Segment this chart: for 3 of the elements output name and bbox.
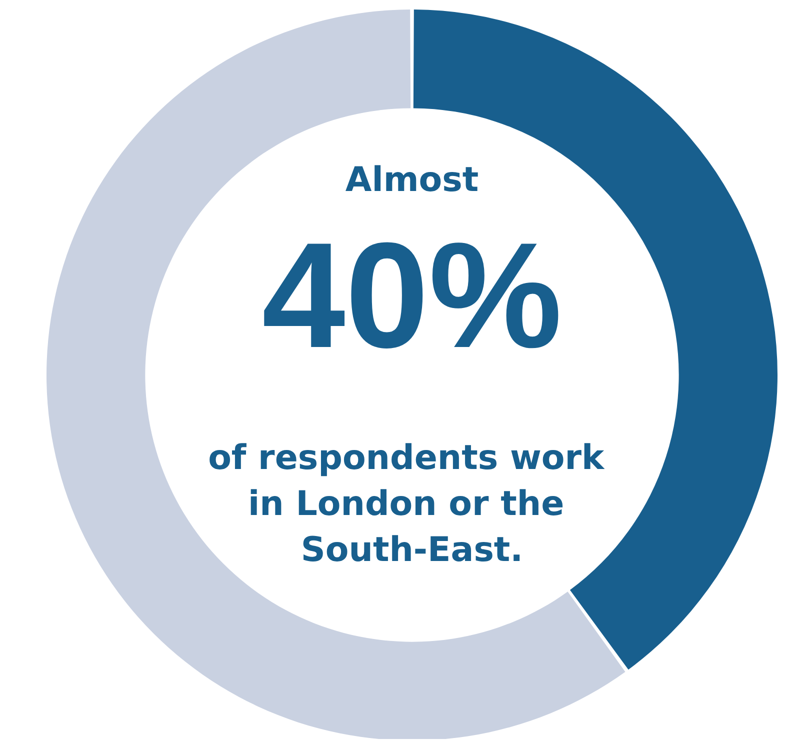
text: Almost bbox=[345, 160, 479, 200]
text: of respondents work in London or the South-East. bbox=[208, 438, 616, 570]
text: 40% bbox=[262, 211, 562, 379]
